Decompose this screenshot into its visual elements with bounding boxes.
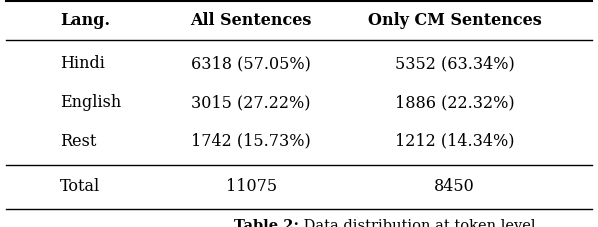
Text: Hindi: Hindi [60, 55, 105, 72]
Text: 1886 (22.32%): 1886 (22.32%) [395, 94, 514, 111]
Text: Data distribution at token level.: Data distribution at token level. [299, 218, 540, 227]
Text: Table 2:: Table 2: [234, 218, 299, 227]
Text: 6318 (57.05%): 6318 (57.05%) [191, 55, 311, 72]
Text: 11075: 11075 [225, 178, 277, 195]
Text: 1212 (14.34%): 1212 (14.34%) [395, 132, 514, 149]
Text: Total: Total [60, 178, 100, 195]
Text: 3015 (27.22%): 3015 (27.22%) [191, 94, 311, 111]
Text: 1742 (15.73%): 1742 (15.73%) [191, 132, 311, 149]
Text: Rest: Rest [60, 132, 96, 149]
Text: English: English [60, 94, 121, 111]
Text: All Sentences: All Sentences [191, 12, 312, 29]
Text: 8450: 8450 [434, 178, 475, 195]
Text: Lang.: Lang. [60, 12, 110, 29]
Text: 5352 (63.34%): 5352 (63.34%) [395, 55, 514, 72]
Text: Only CM Sentences: Only CM Sentences [368, 12, 541, 29]
